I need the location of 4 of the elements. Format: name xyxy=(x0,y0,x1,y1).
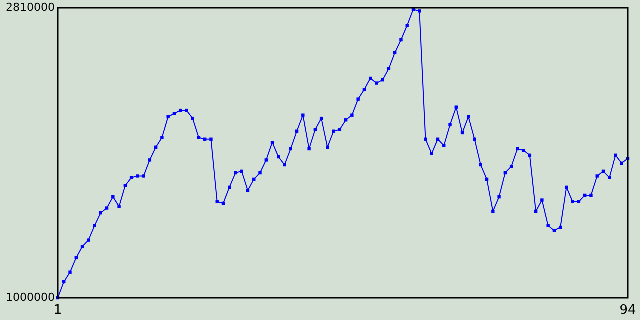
y-tick-label: 1000000 xyxy=(6,291,55,304)
y-tick-label: 2810000 xyxy=(6,1,55,14)
x-tick-label: 1 xyxy=(54,303,62,318)
x-tick-label: 94 xyxy=(620,303,636,318)
